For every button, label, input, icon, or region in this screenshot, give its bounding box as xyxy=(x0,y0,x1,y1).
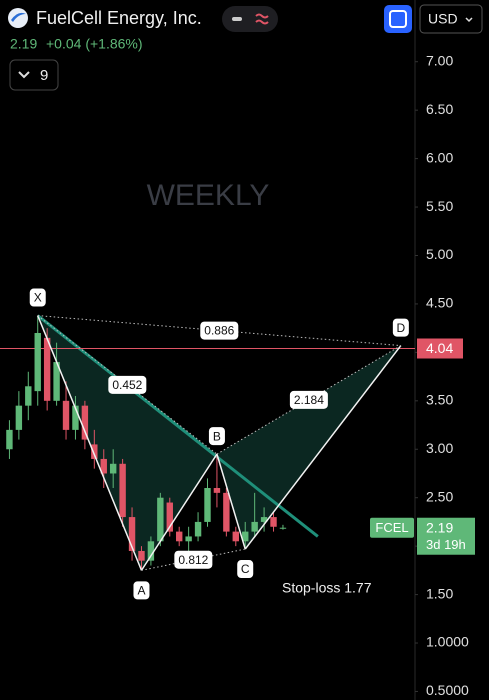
candle-body xyxy=(194,521,202,537)
ratio-box xyxy=(200,321,239,340)
ticker-tag xyxy=(370,517,414,538)
candle-body xyxy=(100,458,107,474)
candle-body xyxy=(242,531,249,542)
y-tick-label: 6.00 xyxy=(426,149,453,165)
point-label: D xyxy=(397,321,406,335)
ticker-label: FCEL xyxy=(375,520,408,535)
ratio-box xyxy=(289,390,328,409)
pattern-fill xyxy=(216,345,401,550)
point-box xyxy=(392,318,409,337)
candle-body xyxy=(91,444,98,459)
y-tick-label: 3.50 xyxy=(426,392,453,408)
candle-body xyxy=(260,517,268,522)
y-tick-label: 5.00 xyxy=(426,246,453,262)
candle-body xyxy=(128,517,136,551)
interval-button[interactable] xyxy=(9,59,59,91)
stop-loss-note: Stop-loss 1.77 xyxy=(282,580,372,596)
candle-body xyxy=(81,405,89,440)
symbol-title: FuelCell Energy, Inc. xyxy=(36,8,202,28)
currency-button[interactable] xyxy=(419,4,483,34)
toggle-wave xyxy=(255,13,269,25)
price-change: +0.04 (+1.86%) xyxy=(46,36,143,52)
point-box xyxy=(29,288,46,307)
pattern-leg xyxy=(37,315,143,571)
y-tick-label: 4.50 xyxy=(426,295,453,311)
ratio-box xyxy=(108,375,147,394)
last-price-tag xyxy=(417,517,475,555)
ratio-leg xyxy=(37,315,401,347)
candle-body xyxy=(232,531,239,542)
candle-body xyxy=(43,337,51,401)
ratio-label: 0.812 xyxy=(178,553,208,567)
point-box xyxy=(133,581,150,600)
candle-body xyxy=(279,527,287,529)
candle-body xyxy=(138,550,145,561)
candle-body xyxy=(157,497,164,542)
candle-body xyxy=(185,536,192,542)
point-box xyxy=(237,560,254,579)
point-label: X xyxy=(34,291,42,305)
candle-body xyxy=(204,488,211,522)
pattern-leg xyxy=(140,453,218,571)
candle-body xyxy=(176,531,183,542)
candle-body xyxy=(166,502,173,532)
point-label: B xyxy=(213,429,221,443)
price-line-label: 4.04 xyxy=(426,340,453,356)
candle-body xyxy=(72,405,79,430)
ratio-label: 0.452 xyxy=(112,378,142,392)
y-tick-label: 2.50 xyxy=(426,488,453,504)
point-label: C xyxy=(241,562,250,576)
fullscreen-icon xyxy=(389,10,407,28)
candle-body xyxy=(147,541,155,561)
point-label: A xyxy=(137,584,145,598)
y-tick-label: 5.50 xyxy=(426,198,453,214)
candle-body xyxy=(34,332,41,392)
y-tick-label: 0.5000 xyxy=(426,682,469,698)
candle-body xyxy=(15,405,23,430)
currency: USD xyxy=(428,11,458,27)
y-tick-label: 6.50 xyxy=(426,101,453,117)
countdown: 3d 19h xyxy=(426,537,466,552)
logo-mark xyxy=(11,12,26,22)
candle-body xyxy=(213,488,221,493)
chevron xyxy=(465,17,473,23)
price: 2.19 xyxy=(10,36,37,52)
plot: 7.006.506.005.505.004.504.003.503.002.50… xyxy=(0,52,475,698)
y-tick-label: 1.0000 xyxy=(426,634,469,650)
y-tick-label: 3.00 xyxy=(426,440,453,456)
fullscreen-button[interactable] xyxy=(384,5,412,33)
y-tick-label: 7.00 xyxy=(426,52,453,68)
candle-body xyxy=(53,362,60,401)
last-price-label: 2.19 xyxy=(426,519,453,535)
chevron xyxy=(18,71,30,79)
candle-body xyxy=(6,429,13,450)
price-line-tag xyxy=(417,338,463,359)
trendline xyxy=(36,314,319,538)
candle-body xyxy=(251,521,258,532)
candle-body xyxy=(109,463,117,474)
interval-count: 9 xyxy=(40,67,48,84)
candle-body xyxy=(223,492,230,532)
ratio-label: 2.184 xyxy=(294,393,324,407)
pattern-leg xyxy=(216,453,246,550)
ratio-label: 0.886 xyxy=(204,324,234,338)
candle-body xyxy=(119,463,126,518)
logo xyxy=(8,8,28,28)
toggle[interactable] xyxy=(222,6,278,32)
pattern-leg xyxy=(244,345,402,550)
point-box xyxy=(208,427,225,446)
ratio-box xyxy=(174,550,213,569)
watermark: WEEKLY xyxy=(147,179,270,212)
toggle-minus xyxy=(232,17,242,21)
y-tick-label: 1.50 xyxy=(426,585,453,601)
candle-body xyxy=(62,400,70,430)
candle-body xyxy=(270,517,277,527)
candle-body xyxy=(25,386,32,406)
